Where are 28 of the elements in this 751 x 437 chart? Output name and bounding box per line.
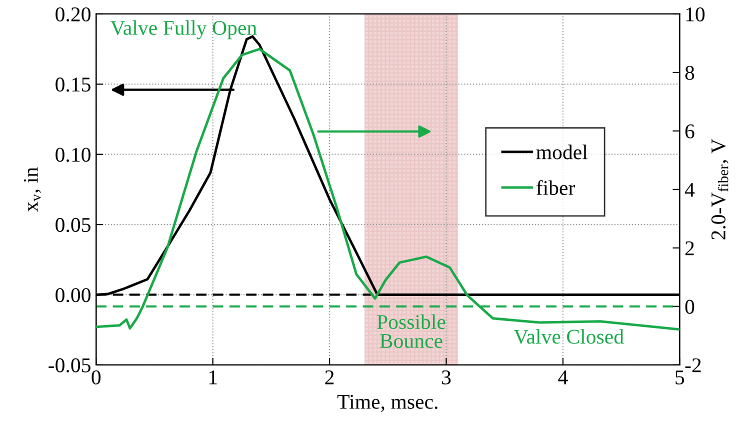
line-series (96, 48, 680, 331)
annotation: Valve Closed (514, 329, 624, 344)
legend-label: model (536, 144, 588, 160)
y2-tick-label: 8 (685, 66, 694, 80)
legend-label: fiber (536, 180, 575, 196)
x-tick-label: 0 (92, 370, 101, 384)
y2-tick-label: 4 (684, 182, 695, 197)
y2-tick-label: 2 (685, 241, 694, 256)
y2-tick-label: 6 (685, 124, 694, 138)
x-tick-label: 1 (209, 370, 217, 384)
y-tick-label: -0.05 (48, 358, 90, 372)
annotation: Valve Fully Open (110, 20, 257, 40)
x-tick-label: 2 (325, 370, 334, 384)
y2-tick-label: -2 (685, 358, 701, 372)
y2-axis-title: 2.0-V$_{fiber}$, V (711, 138, 728, 240)
x-tick-label: 4 (558, 370, 568, 384)
y-tick-label: 0.05 (56, 218, 90, 232)
y-tick-label: 0.20 (56, 7, 90, 22)
x-axis-title: Time, msec. (337, 394, 438, 412)
x-tick-label: 5 (676, 370, 684, 384)
y-tick-label: 0.15 (56, 78, 90, 92)
y-axis-title: x$_{v}$, in (24, 167, 41, 212)
y-tick-label: 0.10 (56, 148, 90, 162)
y2-tick-label: 0 (685, 300, 694, 314)
x-tick-label: 3 (442, 370, 451, 384)
annotation: Possible Bounce (377, 314, 446, 348)
y2-tick-label: 10 (686, 7, 705, 22)
y-tick-label: 0.00 (56, 288, 90, 302)
